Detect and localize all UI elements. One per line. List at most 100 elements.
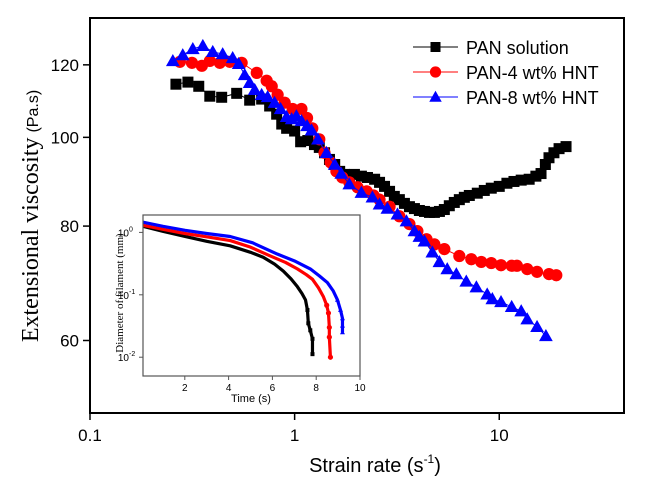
data-point-pan-4-wt-hnt xyxy=(465,253,478,266)
data-point-pan-4-wt-hnt xyxy=(203,54,216,67)
data-point-pan-8-wt-hnt xyxy=(380,201,395,214)
legend-label: PAN-8 wt% HNT xyxy=(466,88,599,108)
data-point-pan-solution xyxy=(348,168,360,180)
data-point-pan-solution xyxy=(501,177,513,189)
data-point-pan-solution xyxy=(560,141,572,153)
inset-data-point-pan-8-wt-hnt xyxy=(339,315,345,321)
data-point-pan-8-wt-hnt xyxy=(175,48,190,61)
data-point-pan-solution xyxy=(193,80,205,92)
inset-x-tick-label: 10 xyxy=(354,383,366,394)
main-x-axis-ticks: 0.1 1 10 xyxy=(78,413,509,445)
inset-series-pan-8-wt-hnt xyxy=(142,220,345,335)
inset-x-tick-label: 4 xyxy=(226,383,232,394)
data-point-pan-solution xyxy=(271,108,283,120)
legend-label: PAN-4 wt% HNT xyxy=(466,63,599,83)
data-point-pan-8-wt-hnt xyxy=(273,102,288,115)
inset-y-tick-exponent: -2 xyxy=(129,351,135,358)
inset-data-point-pan-4-wt-hnt xyxy=(327,354,334,360)
data-point-pan-solution xyxy=(478,184,490,196)
inset-x-axis-label: Time (s) xyxy=(231,393,271,405)
data-point-pan-4-wt-hnt xyxy=(530,265,544,278)
data-point-pan-solution xyxy=(535,168,547,180)
data-point-pan-solution xyxy=(231,87,243,99)
data-point-pan-8-wt-hnt xyxy=(399,214,414,227)
data-point-pan-4-wt-hnt xyxy=(475,255,488,269)
data-point-pan-8-wt-hnt xyxy=(165,53,180,67)
data-point-pan-8-wt-hnt xyxy=(469,280,484,293)
data-point-pan-8-wt-hnt xyxy=(494,295,508,308)
inset-data-point-pan-4-wt-hnt xyxy=(324,302,330,308)
data-point-pan-8-wt-hnt xyxy=(225,51,240,64)
inset-data-point-pan-solution xyxy=(308,328,313,333)
data-point-pan-solution xyxy=(539,159,551,171)
inset-x-tick-label: 2 xyxy=(182,383,188,394)
data-point-pan-8-wt-hnt xyxy=(242,75,257,89)
data-point-pan-solution xyxy=(493,180,505,192)
data-point-pan-8-wt-hnt xyxy=(260,89,275,103)
main-x-axis-label: Strain rate (s-1) xyxy=(309,452,441,477)
data-point-pan-8-wt-hnt xyxy=(215,47,230,60)
data-point-pan-4-wt-hnt xyxy=(265,80,278,93)
data-point-pan-8-wt-hnt xyxy=(432,255,447,268)
data-point-pan-solution xyxy=(508,175,520,187)
data-point-pan-8-wt-hnt xyxy=(417,234,432,247)
data-point-pan-8-wt-hnt xyxy=(231,56,246,70)
data-point-pan-4-wt-hnt xyxy=(453,249,466,263)
inset-data-point-pan-solution xyxy=(305,308,310,313)
inset-data-point-pan-8-wt-hnt xyxy=(338,307,344,312)
inset-series-pan-solution xyxy=(142,224,315,357)
data-point-pan-8-wt-hnt xyxy=(247,82,262,95)
data-point-pan-4-wt-hnt xyxy=(510,259,524,272)
legend-marker-square xyxy=(430,42,441,52)
inset-data-point-pan-8-wt-hnt xyxy=(334,297,340,302)
main-x-axis-label-superscript: -1 xyxy=(424,452,435,466)
data-point-pan-solution xyxy=(355,170,367,182)
data-point-pan-4-wt-hnt xyxy=(295,102,308,116)
main-x-tick-label: 10 xyxy=(490,426,509,445)
inset-x-tick-label: 6 xyxy=(270,383,276,394)
inset-curve-pan-8-wt-hnt xyxy=(142,220,345,333)
data-point-pan-8-wt-hnt xyxy=(319,145,334,158)
main-y-tick-label: 120 xyxy=(51,56,79,75)
data-point-pan-8-wt-hnt xyxy=(365,190,380,203)
data-point-pan-8-wt-hnt xyxy=(311,132,325,145)
legend-label: PAN solution xyxy=(466,38,569,58)
data-point-pan-8-wt-hnt xyxy=(185,41,200,55)
main-y-tick-label: 100 xyxy=(51,128,79,147)
data-point-pan-8-wt-hnt xyxy=(205,44,220,57)
data-point-pan-8-wt-hnt xyxy=(539,328,553,342)
data-point-pan-8-wt-hnt xyxy=(372,197,387,210)
data-point-pan-8-wt-hnt xyxy=(304,123,319,136)
inset-x-axis-ticks: 2 4 6 8 10 xyxy=(182,376,366,394)
data-point-pan-solution xyxy=(216,91,228,103)
data-point-pan-solution xyxy=(361,171,373,183)
data-point-pan-8-wt-hnt xyxy=(425,245,440,258)
main-y-axis-label: Extensional viscosity(Pa.s) xyxy=(18,90,44,342)
legend-item-pan-4-wt-hnt: PAN-4 wt% HNT xyxy=(413,63,599,83)
inset-data-point-pan-solution xyxy=(310,352,315,357)
data-point-pan-solution xyxy=(170,78,182,90)
series-pan-solution xyxy=(170,76,572,218)
data-point-pan-4-wt-hnt xyxy=(250,66,263,79)
data-point-pan-8-wt-hnt xyxy=(354,185,369,198)
series-pan-8-wt-hnt xyxy=(165,38,553,342)
data-point-pan-8-wt-hnt xyxy=(237,67,252,81)
main-series-group xyxy=(165,38,572,342)
data-point-pan-4-wt-hnt xyxy=(438,243,451,256)
data-point-pan-solution xyxy=(182,76,194,88)
legend-item-pan-solution: PAN solution xyxy=(413,38,569,58)
data-point-pan-solution xyxy=(295,136,307,148)
data-point-pan-8-wt-hnt xyxy=(449,267,464,280)
inset-series-pan-4-wt-hnt xyxy=(142,223,334,360)
data-point-pan-8-wt-hnt xyxy=(195,38,210,51)
main-y-tick-label: 60 xyxy=(60,331,79,350)
data-point-pan-solution xyxy=(289,125,301,137)
data-point-pan-4-wt-hnt xyxy=(213,56,226,69)
inset-data-point-pan-solution xyxy=(310,336,315,341)
data-point-pan-8-wt-hnt xyxy=(334,166,349,179)
legend-marker-triangle xyxy=(429,90,442,102)
data-point-pan-8-wt-hnt xyxy=(440,262,455,275)
data-point-pan-solution xyxy=(244,94,256,106)
